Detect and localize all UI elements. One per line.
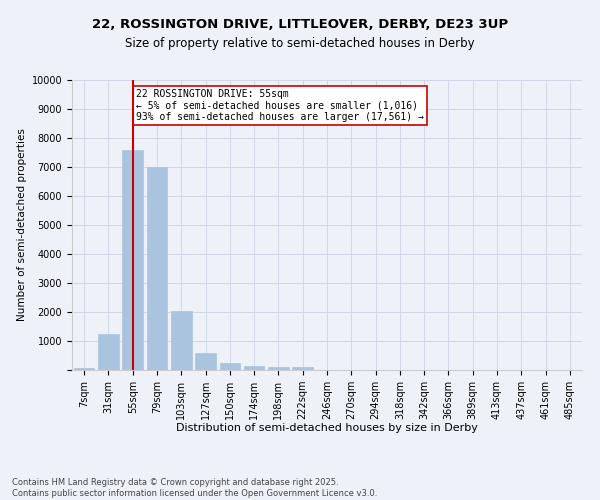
Text: Size of property relative to semi-detached houses in Derby: Size of property relative to semi-detach…	[125, 38, 475, 51]
Bar	[74, 368, 94, 370]
Bar	[292, 367, 313, 370]
Y-axis label: Number of semi-detached properties: Number of semi-detached properties	[17, 128, 28, 322]
X-axis label: Distribution of semi-detached houses by size in Derby: Distribution of semi-detached houses by …	[176, 424, 478, 434]
Bar	[220, 362, 240, 370]
Text: Contains HM Land Registry data © Crown copyright and database right 2025.
Contai: Contains HM Land Registry data © Crown c…	[12, 478, 377, 498]
Bar	[195, 353, 216, 370]
Bar	[98, 334, 119, 370]
Bar	[122, 150, 143, 370]
Bar	[171, 312, 191, 370]
Text: 22 ROSSINGTON DRIVE: 55sqm
← 5% of semi-detached houses are smaller (1,016)
93% : 22 ROSSINGTON DRIVE: 55sqm ← 5% of semi-…	[136, 88, 424, 122]
Bar	[146, 167, 167, 370]
Bar	[268, 366, 289, 370]
Bar	[244, 366, 265, 370]
Text: 22, ROSSINGTON DRIVE, LITTLEOVER, DERBY, DE23 3UP: 22, ROSSINGTON DRIVE, LITTLEOVER, DERBY,…	[92, 18, 508, 30]
